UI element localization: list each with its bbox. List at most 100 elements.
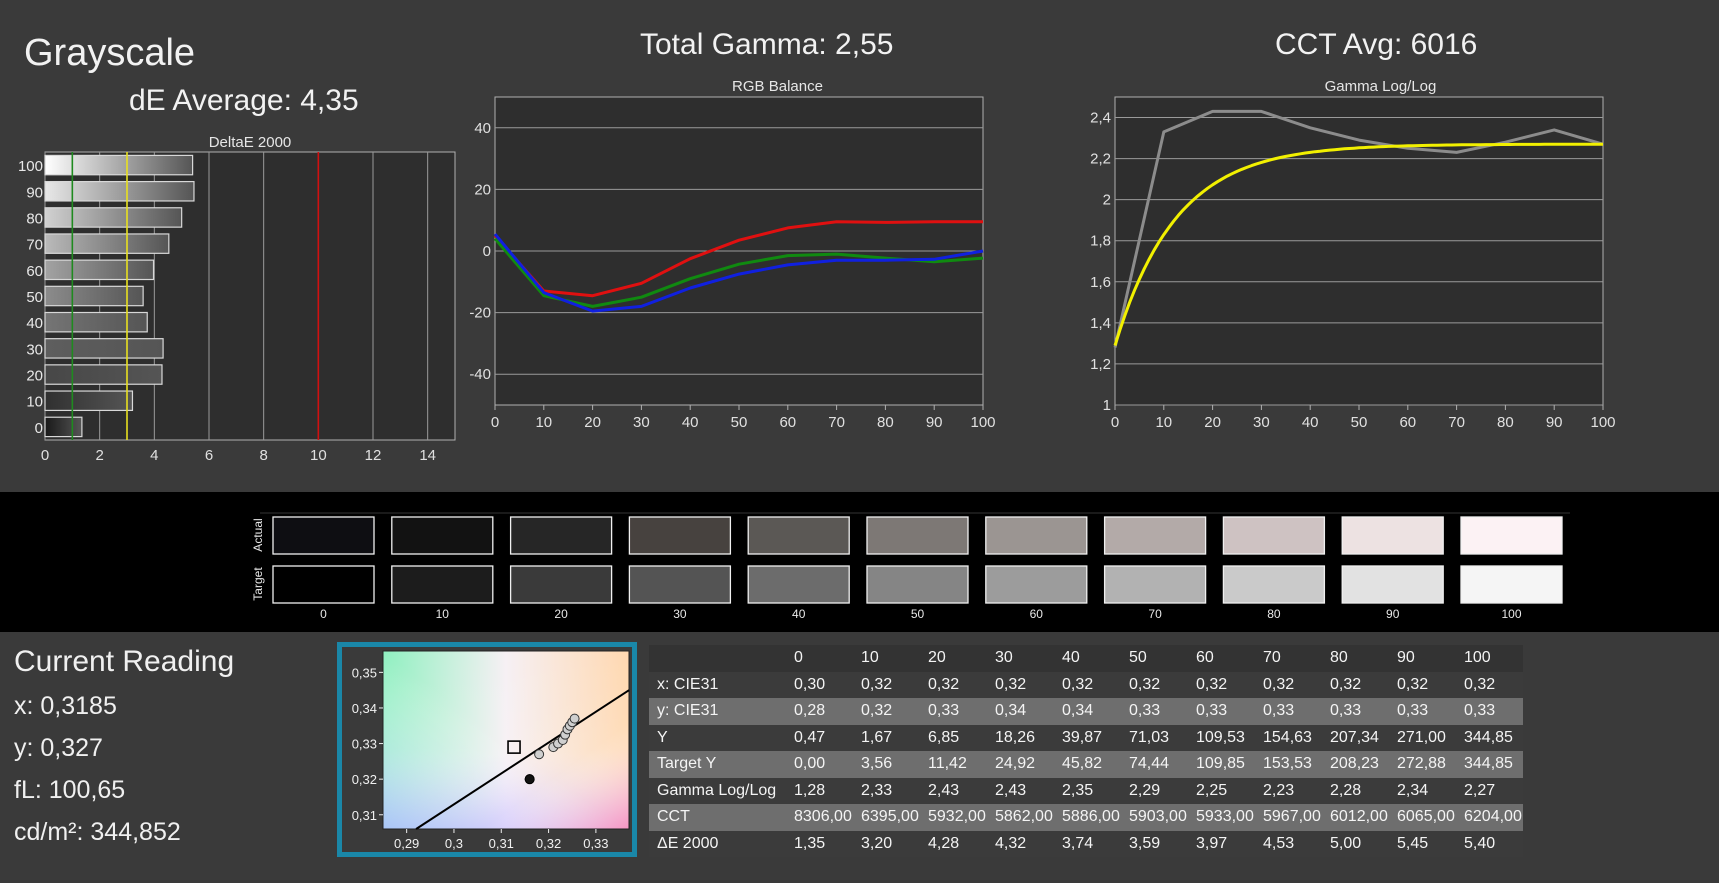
x-tick-label: 90 bbox=[1546, 414, 1563, 431]
actual-row-label: Actual bbox=[251, 518, 265, 551]
swatch-level-label: 10 bbox=[436, 607, 450, 621]
y-tick-label: 50 bbox=[26, 289, 43, 306]
table-cell: 5,45 bbox=[1389, 830, 1456, 857]
x-tick-label: 90 bbox=[926, 414, 943, 431]
table-cell: 0,34 bbox=[1054, 698, 1121, 725]
table-cell: 154,63 bbox=[1255, 724, 1322, 751]
x-tick-label: 20 bbox=[584, 414, 601, 431]
column-header: 90 bbox=[1389, 645, 1456, 672]
x-tick-label: 50 bbox=[1351, 414, 1368, 431]
planckian-locus bbox=[415, 689, 630, 830]
y-tick-label: 0,32 bbox=[352, 772, 377, 787]
y-tick-label: 1 bbox=[1103, 397, 1111, 414]
y-tick-label: 90 bbox=[26, 184, 43, 201]
table-cell: 0,32 bbox=[1188, 671, 1255, 698]
table-cell: 0,32 bbox=[987, 671, 1054, 698]
table-cell: 0,32 bbox=[1054, 671, 1121, 698]
table-cell: 2,25 bbox=[1188, 777, 1255, 804]
column-header: 10 bbox=[853, 645, 920, 672]
table-cell: 0,00 bbox=[786, 751, 853, 778]
table-cell: 45,82 bbox=[1054, 751, 1121, 778]
y-tick-label: 1,6 bbox=[1090, 274, 1111, 291]
swatch-level-label: 0 bbox=[320, 607, 327, 621]
table-cell: 0,33 bbox=[920, 698, 987, 725]
x-tick-label: 14 bbox=[419, 447, 436, 464]
target-swatch bbox=[1222, 565, 1326, 604]
column-header: 70 bbox=[1255, 645, 1322, 672]
cie-chart-frame: 0,35 0,34 0,33 0,32 0,31 0,29 0,3 0,31 0,32 0,33 bbox=[337, 642, 637, 857]
cie-chart: 0,35 0,34 0,33 0,32 0,31 0,29 0,3 0,31 0,32 0,33 bbox=[352, 650, 630, 851]
bar bbox=[44, 259, 155, 281]
table-cell: 18,26 bbox=[987, 724, 1054, 751]
y-tick-label: -40 bbox=[470, 366, 491, 383]
bar bbox=[44, 180, 195, 202]
table-cell: 0,32 bbox=[1389, 671, 1456, 698]
x-tick-label: 0 bbox=[1111, 414, 1119, 431]
actual-swatch bbox=[628, 516, 732, 555]
target-swatch bbox=[1460, 565, 1563, 604]
table-cell: 1,28 bbox=[786, 777, 853, 804]
cct-average: CCT Avg: 6016 bbox=[1275, 28, 1478, 61]
y-tick-label: 80 bbox=[26, 210, 43, 227]
reading-y: y: 0,327 bbox=[14, 734, 103, 762]
table-cell: 5932,00 bbox=[920, 804, 987, 831]
x-tick-label: 4 bbox=[150, 447, 158, 464]
swatch-level-label: 40 bbox=[792, 607, 806, 621]
table-cell: 3,20 bbox=[853, 830, 920, 857]
table-cell: 0,33 bbox=[1322, 698, 1389, 725]
table-cell: 8306,00 bbox=[786, 804, 853, 831]
table-cell: 74,44 bbox=[1121, 751, 1188, 778]
current-reading-title: Current Reading bbox=[14, 645, 235, 678]
x-tick-label: 30 bbox=[1253, 414, 1270, 431]
y-tick-label: 100 bbox=[18, 158, 43, 175]
x-tick-label: 0 bbox=[41, 447, 49, 464]
x-tick-label: 0 bbox=[491, 414, 499, 431]
de-average: dE Average: 4,35 bbox=[129, 84, 359, 117]
series-line bbox=[493, 220, 983, 298]
actual-swatch bbox=[391, 516, 494, 555]
table-row: y: CIE31 0,28 0,32 0,33 0,34 0,34 0,33 0,33 0,33… bbox=[649, 698, 1523, 725]
column-header: 80 bbox=[1322, 645, 1389, 672]
bar bbox=[44, 364, 163, 385]
table-cell: 4,28 bbox=[920, 830, 987, 857]
y-tick-label: -20 bbox=[470, 305, 491, 322]
bar bbox=[44, 390, 134, 412]
row-label: Gamma Log/Log bbox=[649, 777, 786, 804]
actual-swatch bbox=[866, 516, 969, 555]
table-cell: 153,53 bbox=[1255, 751, 1322, 778]
table-cell: 2,27 bbox=[1456, 777, 1523, 804]
table-corner bbox=[649, 645, 786, 672]
table-cell: 0,32 bbox=[1456, 671, 1523, 698]
table-cell: 3,56 bbox=[853, 751, 920, 778]
target-row-label: Target bbox=[251, 567, 265, 601]
table-cell: 0,32 bbox=[853, 671, 920, 698]
x-tick-label: 80 bbox=[1497, 414, 1514, 431]
x-tick-label: 6 bbox=[205, 447, 213, 464]
swatch-level-label: 20 bbox=[554, 607, 568, 621]
table-cell: 2,33 bbox=[853, 777, 920, 804]
target-swatch bbox=[272, 565, 375, 604]
y-tick-label: 70 bbox=[26, 237, 43, 254]
y-tick-label: 1,2 bbox=[1090, 356, 1111, 373]
column-header: 20 bbox=[920, 645, 987, 672]
series-line bbox=[1113, 109, 1604, 348]
swatch-level-label: 90 bbox=[1386, 607, 1400, 621]
actual-swatch bbox=[1460, 516, 1563, 555]
target-white-point bbox=[507, 740, 521, 754]
table-cell: 5903,00 bbox=[1121, 804, 1188, 831]
series-line bbox=[493, 233, 984, 313]
table-cell: 207,34 bbox=[1322, 724, 1389, 751]
x-tick-label: 100 bbox=[970, 414, 995, 431]
column-header: 50 bbox=[1121, 645, 1188, 672]
table-cell: 3,59 bbox=[1121, 830, 1188, 857]
table-cell: 3,97 bbox=[1188, 830, 1255, 857]
table-cell: 2,34 bbox=[1389, 777, 1456, 804]
swatch-level-label: 30 bbox=[673, 607, 687, 621]
table-row: Target Y 0,00 3,56 11,42 24,92 45,82 74,44 109,… bbox=[649, 751, 1523, 778]
table-cell: 5,40 bbox=[1456, 830, 1523, 857]
rgb-balance-chart: 40 20 0 -20 -40 0 10 20 30 40 50 60 70 80 90 100 bbox=[470, 96, 996, 431]
row-label: y: CIE31 bbox=[649, 698, 786, 725]
cie-overlay bbox=[383, 651, 629, 829]
swatch-level-label: 100 bbox=[1501, 607, 1521, 621]
measurement-point bbox=[569, 713, 580, 724]
